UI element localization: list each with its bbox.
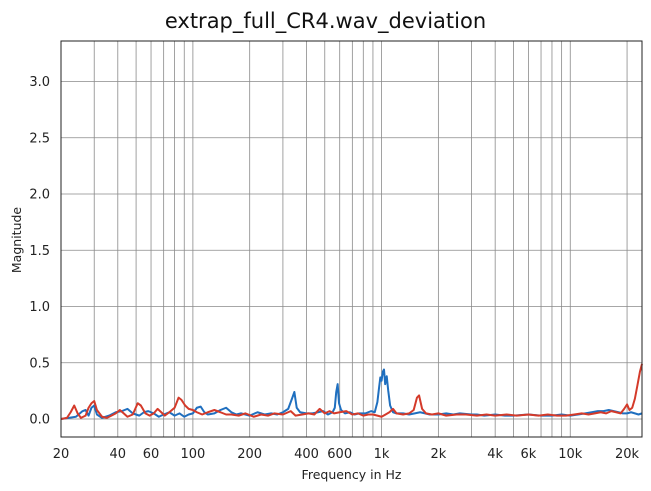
- x-tick-label: 10k: [558, 447, 583, 462]
- series-group: [60, 363, 643, 420]
- y-tick-label: 0.5: [29, 356, 50, 371]
- y-tick-label: 2.0: [29, 188, 50, 203]
- x-tick-label: 20k: [615, 447, 640, 462]
- x-tick-label: 60: [143, 447, 160, 462]
- series-line-1: [60, 368, 643, 420]
- x-tick-label: 40: [110, 447, 127, 462]
- y-tick-label: 2.5: [29, 131, 50, 146]
- series-line-2: [60, 363, 643, 420]
- plot-frame: [60, 40, 643, 438]
- x-axis-label: Frequency in Hz: [302, 467, 402, 482]
- x-tick-label: 2k: [430, 447, 446, 462]
- y-tick-label: 0.0: [29, 413, 50, 428]
- x-tick-label: 400: [294, 447, 319, 462]
- x-tick-label: 1k: [374, 447, 390, 462]
- x-tick-label: 20: [53, 447, 70, 462]
- y-tick-label: 3.0: [29, 75, 50, 90]
- y-tick-label: 1.0: [29, 300, 50, 315]
- tick-labels: 20 40 60 100 200 400 600 1k 2k 4k 6k 10k 20k 0.0 0.5 1.…: [29, 75, 639, 462]
- grid: [60, 41, 642, 437]
- x-tick-label: 6k: [520, 447, 536, 462]
- chart-title: extrap_full_CR4.wav_deviation: [165, 9, 486, 34]
- x-tick-label: 100: [180, 447, 205, 462]
- x-tick-label: 600: [327, 447, 352, 462]
- y-axis-label: Magnitude: [9, 207, 24, 274]
- x-tick-label: 4k: [487, 447, 503, 462]
- y-tick-label: 1.5: [29, 244, 50, 259]
- x-tick-label: 200: [237, 447, 262, 462]
